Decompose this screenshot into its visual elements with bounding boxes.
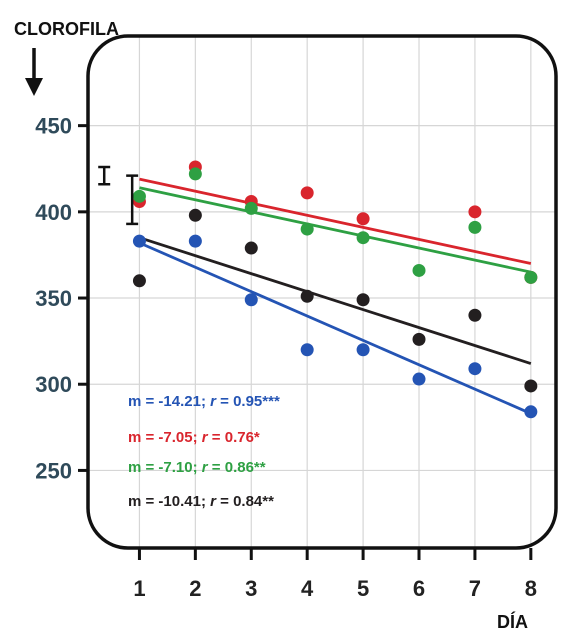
regression-line — [139, 236, 532, 365]
data-point — [300, 222, 314, 236]
y-axis-ticks: 250 300 350 400 450 — [35, 114, 88, 483]
y-tick-label: 300 — [35, 372, 72, 397]
x-axis-ticks: 1 2 3 4 5 6 7 8 — [133, 548, 537, 601]
data-point — [188, 234, 202, 248]
y-axis-title: CLOROFILA — [14, 19, 119, 39]
data-point — [412, 332, 426, 346]
plot-frame — [86, 34, 558, 550]
data-point — [524, 379, 538, 393]
regression-lines — [138, 177, 532, 415]
data-point — [356, 293, 370, 307]
data-point — [356, 343, 370, 357]
y-tick-label: 250 — [35, 458, 72, 483]
data-point — [300, 343, 314, 357]
x-tick-label: 4 — [301, 576, 314, 601]
regression-annotation: m = -7.05; r = 0.76* — [128, 429, 260, 446]
y-tick-label: 350 — [35, 286, 72, 311]
x-tick-label: 3 — [245, 576, 257, 601]
y-axis-arrow-icon — [25, 48, 43, 96]
data-point — [132, 189, 146, 203]
regression-annotations: m = -14.21; r = 0.95*** m = -7.05; r = 0.… — [128, 393, 280, 510]
data-point — [468, 205, 482, 219]
data-points — [132, 160, 538, 419]
x-tick-label: 8 — [525, 576, 537, 601]
data-point — [468, 362, 482, 376]
x-tick-label: 7 — [469, 576, 481, 601]
data-point — [244, 293, 258, 307]
regression-line — [139, 186, 532, 274]
data-point — [412, 372, 426, 386]
regression-annotation: m = -7.10; r = 0.86** — [128, 459, 266, 476]
data-point — [412, 263, 426, 277]
data-point — [524, 405, 538, 419]
data-point — [524, 270, 538, 284]
data-point — [132, 234, 146, 248]
grid-lines — [88, 36, 556, 548]
y-tick-label: 450 — [35, 114, 72, 139]
data-point — [356, 231, 370, 245]
regression-annotation: m = -14.21; r = 0.95*** — [128, 393, 280, 410]
data-point — [244, 201, 258, 215]
regression-annotation: m = -10.41; r = 0.84** — [128, 493, 274, 510]
data-point — [468, 308, 482, 322]
data-point — [468, 220, 482, 234]
y-tick-label: 400 — [35, 200, 72, 225]
data-point — [356, 212, 370, 226]
data-point — [300, 289, 314, 303]
data-point — [300, 186, 314, 200]
regression-line — [139, 177, 532, 265]
error-bars — [98, 165, 139, 226]
data-point — [188, 167, 202, 181]
x-tick-label: 1 — [133, 576, 145, 601]
x-axis-title: DÍA — [497, 611, 528, 632]
x-tick-label: 6 — [413, 576, 425, 601]
data-point — [244, 241, 258, 255]
data-point — [132, 274, 146, 288]
data-point — [188, 208, 202, 222]
regression-line — [138, 241, 532, 415]
x-tick-label: 2 — [189, 576, 201, 601]
x-tick-label: 5 — [357, 576, 369, 601]
